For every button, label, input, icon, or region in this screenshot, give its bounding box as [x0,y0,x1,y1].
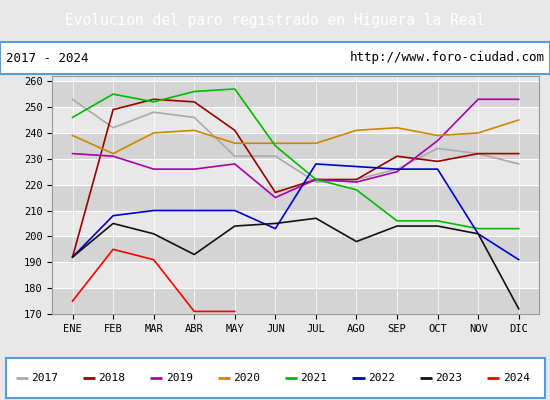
Text: 2018: 2018 [98,373,125,383]
Bar [52,107,539,133]
Text: 2019: 2019 [166,373,193,383]
Text: 2024: 2024 [503,373,530,383]
Bar [52,185,539,210]
Text: 2022: 2022 [368,373,395,383]
Bar [52,81,539,107]
Text: 2020: 2020 [233,373,260,383]
Bar [52,236,539,262]
Bar [52,133,539,159]
Bar [52,262,539,288]
Text: 2017 - 2024: 2017 - 2024 [6,52,88,64]
Text: Evolucion del paro registrado en Higuera la Real: Evolucion del paro registrado en Higuera… [65,14,485,28]
Text: 2023: 2023 [436,373,463,383]
Bar [52,288,539,314]
Text: http://www.foro-ciudad.com: http://www.foro-ciudad.com [349,52,544,64]
Bar [52,159,539,185]
Bar [52,210,539,236]
Text: 2017: 2017 [31,373,58,383]
Text: 2021: 2021 [301,373,328,383]
